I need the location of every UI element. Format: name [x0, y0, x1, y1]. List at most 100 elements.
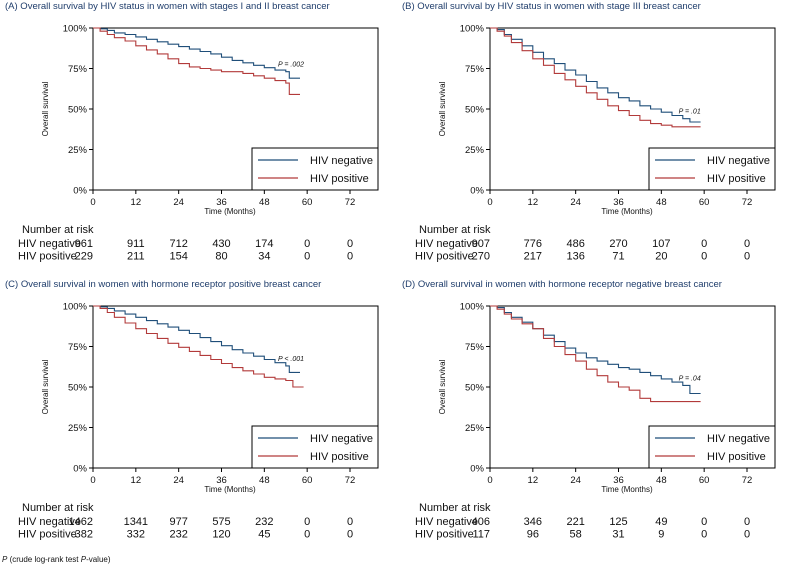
- y-tick-label: 25%: [68, 423, 88, 434]
- y-tick-label: 0%: [470, 464, 484, 475]
- x-tick-label: 48: [259, 197, 270, 208]
- legend-label: HIV negative: [310, 155, 373, 167]
- x-tick-label: 60: [302, 475, 313, 486]
- risk-value: 0: [304, 516, 310, 528]
- x-tick-label: 0: [90, 197, 95, 208]
- risk-value: 0: [701, 529, 707, 541]
- x-tick-label: 72: [345, 197, 356, 208]
- legend-box: [648, 425, 776, 469]
- risk-value: 71: [612, 251, 624, 263]
- legend: HIV negative HIV positive: [648, 425, 776, 469]
- y-axis-label: Overall survival: [438, 81, 447, 136]
- km-line-hiv-negative: [490, 27, 701, 123]
- x-tick-label: 12: [131, 475, 142, 486]
- km-line-hiv-positive: [93, 27, 300, 95]
- x-tick-label: 60: [699, 197, 710, 208]
- risk-value: 31: [612, 529, 624, 541]
- footnote-text2: -value): [86, 555, 111, 564]
- risk-value: 9: [658, 529, 664, 541]
- y-tick-label: 75%: [465, 342, 485, 353]
- risk-value: 49: [655, 516, 667, 528]
- x-tick-label: 72: [742, 475, 753, 486]
- risk-value: 712: [169, 238, 187, 250]
- x-tick-label: 24: [570, 475, 581, 486]
- risk-value: 229: [75, 251, 93, 263]
- y-tick-label: 100%: [460, 302, 485, 313]
- risk-row-label: HIV positive: [18, 251, 77, 263]
- p-value-label: P = .01: [679, 109, 701, 116]
- x-tick-label: 60: [699, 475, 710, 486]
- risk-value: 0: [304, 529, 310, 541]
- risk-value: 1341: [124, 516, 148, 528]
- risk-value: 0: [744, 529, 750, 541]
- p-value-label: P < .001: [278, 356, 304, 363]
- risk-value: 0: [701, 238, 707, 250]
- x-tick-label: 0: [487, 197, 492, 208]
- risk-value: 107: [652, 238, 670, 250]
- legend-label: HIV positive: [707, 173, 766, 185]
- km-line-hiv-positive: [490, 27, 701, 128]
- risk-value: 977: [169, 516, 187, 528]
- risk-value: 406: [472, 516, 490, 528]
- risk-value: 96: [527, 529, 539, 541]
- legend-label: HIV positive: [707, 451, 766, 463]
- risk-value: 575: [212, 516, 230, 528]
- risk-value: 0: [347, 251, 353, 263]
- x-tick-label: 12: [131, 197, 142, 208]
- x-tick-label: 36: [613, 475, 624, 486]
- p-value-label: P = .002: [278, 62, 304, 69]
- risk-value: 136: [566, 251, 584, 263]
- risk-value: 1462: [69, 516, 93, 528]
- legend-label: HIV positive: [310, 451, 369, 463]
- y-tick-label: 75%: [68, 342, 88, 353]
- risk-value: 270: [609, 238, 627, 250]
- chart-svg: (A) Overall survival by HIV status in wo…: [5, 1, 379, 263]
- risk-value: 911: [127, 238, 145, 250]
- risk-value: 907: [472, 238, 490, 250]
- risk-value: 0: [347, 529, 353, 541]
- risk-value: 382: [75, 529, 93, 541]
- y-axis-label: Overall survival: [41, 359, 50, 414]
- y-axis-label: Overall survival: [41, 81, 50, 136]
- risk-value: 20: [655, 251, 667, 263]
- footnote-p2: P: [80, 555, 87, 564]
- km-line-hiv-negative: [93, 305, 300, 373]
- y-tick-label: 0%: [73, 186, 87, 197]
- x-tick-label: 24: [173, 197, 184, 208]
- y-tick-label: 25%: [465, 423, 485, 434]
- x-tick-label: 24: [570, 197, 581, 208]
- risk-value: 0: [304, 251, 310, 263]
- panel-b: (B) Overall survival by HIV status in wo…: [397, 0, 787, 280]
- risk-value: 0: [744, 516, 750, 528]
- y-tick-label: 50%: [68, 383, 88, 394]
- chart-title: (A) Overall survival by HIV status in wo…: [5, 1, 330, 12]
- x-tick-label: 72: [345, 475, 356, 486]
- y-tick-label: 100%: [460, 24, 485, 35]
- x-tick-label: 36: [216, 197, 227, 208]
- risk-row-label: HIV positive: [18, 529, 77, 541]
- legend-label: HIV negative: [707, 433, 770, 445]
- y-tick-label: 50%: [465, 105, 485, 116]
- y-tick-label: 0%: [470, 186, 484, 197]
- risk-value: 332: [127, 529, 145, 541]
- legend: HIV negative HIV positive: [251, 425, 379, 469]
- y-axis-label: Overall survival: [438, 359, 447, 414]
- y-tick-label: 75%: [68, 64, 88, 75]
- risk-value: 0: [347, 516, 353, 528]
- risk-value: 174: [255, 238, 273, 250]
- chart-svg: (D) Overall survival in women with hormo…: [402, 279, 776, 541]
- x-axis-label: Time (Months): [204, 485, 256, 494]
- risk-header: Number at risk: [419, 224, 491, 236]
- risk-value: 0: [701, 516, 707, 528]
- legend-label: HIV negative: [310, 433, 373, 445]
- legend: HIV negative HIV positive: [648, 147, 776, 191]
- risk-header: Number at risk: [419, 502, 491, 514]
- km-line-hiv-negative: [93, 27, 300, 79]
- legend-box: [251, 147, 379, 191]
- p-value-label: P = .04: [679, 375, 701, 382]
- risk-row-label: HIV negative: [18, 238, 81, 250]
- risk-value: 0: [744, 238, 750, 250]
- x-tick-label: 48: [259, 475, 270, 486]
- risk-value: 221: [566, 516, 584, 528]
- risk-row-label: HIV negative: [415, 238, 478, 250]
